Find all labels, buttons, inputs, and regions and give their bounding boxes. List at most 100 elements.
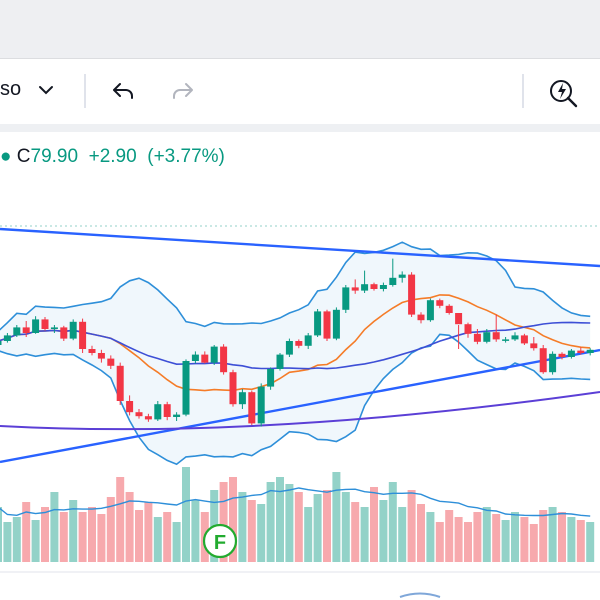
volume-bar	[520, 517, 529, 562]
volume-bar	[59, 512, 68, 562]
candle-body	[567, 350, 575, 357]
candle-body	[135, 412, 143, 417]
volume-bar	[78, 512, 87, 562]
candle-body	[257, 386, 265, 424]
volume-bar	[370, 487, 378, 562]
event-marker-circle	[202, 523, 238, 559]
symbol-name-fragment[interactable]: so	[0, 78, 22, 100]
volume-bar	[22, 502, 31, 562]
undo-icon[interactable]	[106, 76, 138, 108]
candle-body	[229, 372, 237, 405]
candle-body	[492, 332, 500, 340]
candle-body	[323, 311, 331, 339]
candle-body	[79, 321, 87, 349]
volume-bar	[379, 500, 388, 562]
candle-body	[361, 284, 369, 291]
candle-body	[248, 392, 256, 424]
volume-bar	[539, 510, 548, 562]
volume-bar	[426, 512, 435, 562]
volume-bar	[576, 520, 585, 562]
volume-bar	[482, 507, 491, 562]
volume-bar	[97, 514, 106, 562]
volume-bar	[304, 507, 313, 562]
candle-body	[332, 309, 340, 339]
volume-bar	[435, 522, 444, 562]
candle-body	[586, 349, 594, 353]
candle-body	[285, 341, 293, 355]
toolbar-separator-right	[522, 74, 524, 108]
toolbar-separator	[84, 74, 86, 108]
volume-bar	[182, 467, 190, 562]
volume-bar	[360, 507, 369, 562]
candle-body	[473, 333, 481, 342]
candle-body	[267, 369, 275, 387]
time-axis-fragment	[399, 592, 441, 598]
candle-body	[238, 392, 246, 405]
volume-bar	[12, 517, 21, 562]
candle-body	[426, 300, 434, 321]
bollinger-lower-line	[0, 333, 591, 466]
candle-body	[116, 365, 124, 401]
volume-bar	[323, 490, 331, 562]
volume-bar	[229, 477, 237, 562]
candle-body	[3, 335, 11, 341]
candle-body	[370, 284, 378, 289]
candle-body	[483, 332, 491, 342]
volume-average-line	[0, 487, 591, 517]
chevron-down-icon[interactable]	[38, 84, 54, 96]
candle-body	[163, 404, 171, 417]
candle-body	[41, 319, 49, 329]
event-marker-f[interactable]: F	[202, 523, 238, 559]
volume-bar	[116, 477, 125, 562]
volume-bar	[238, 492, 247, 562]
volume-bar	[501, 520, 510, 562]
volume-bar	[417, 504, 425, 562]
volume-bar	[247, 500, 256, 562]
candle-body	[220, 346, 228, 373]
candle-body	[539, 348, 547, 373]
volume-bar	[351, 502, 360, 562]
candle-body	[455, 313, 463, 325]
volume-bar	[285, 484, 294, 562]
candle-body	[314, 311, 322, 336]
chart-toolbar	[0, 59, 600, 125]
replay-lightning-icon[interactable]	[546, 74, 582, 110]
candle-body	[417, 314, 425, 321]
candle-body	[577, 350, 585, 353]
candle-body	[201, 354, 209, 363]
redo-icon[interactable]	[168, 76, 200, 108]
candle-body	[182, 361, 190, 415]
candle-body	[97, 353, 105, 359]
candle-body	[13, 327, 21, 336]
candle-body	[379, 285, 387, 289]
candle-body	[342, 287, 350, 310]
candle-body	[389, 277, 397, 285]
event-marker-label: F	[214, 532, 226, 554]
legend-dot: ●	[0, 146, 12, 167]
volume-bar	[511, 512, 519, 562]
volume-bar	[31, 520, 40, 562]
volume-bar	[69, 500, 78, 562]
candle-body	[173, 414, 181, 417]
candle-body	[50, 327, 58, 329]
candle-body	[351, 287, 359, 291]
volume-bar	[88, 507, 96, 562]
candlestick-chart[interactable]: F	[0, 132, 600, 600]
volume-bar	[50, 492, 59, 562]
candle-body	[511, 335, 519, 340]
volume-bar	[125, 492, 134, 562]
bollinger-band-fill	[0, 242, 591, 465]
candle-body	[408, 274, 416, 315]
volume-bar	[294, 492, 303, 562]
volume-bar	[276, 477, 284, 562]
candle-body	[210, 346, 218, 363]
volume-bar	[464, 522, 472, 562]
volume-bar	[41, 507, 49, 562]
volume-bar	[172, 522, 181, 562]
volume-bar	[454, 517, 463, 562]
candle-body	[22, 327, 30, 333]
volume-bar	[388, 482, 397, 562]
candle-body	[530, 343, 538, 349]
volume-bar	[163, 512, 172, 562]
volume-bar	[144, 502, 153, 562]
